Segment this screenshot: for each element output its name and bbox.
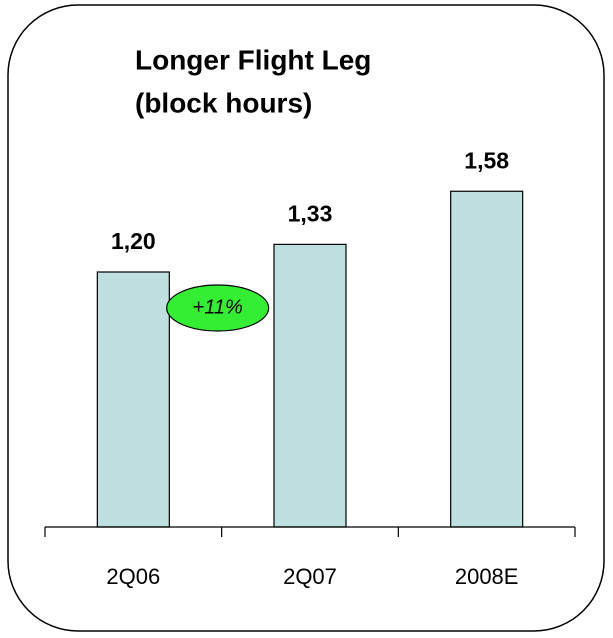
chart-title: (block hours) bbox=[135, 87, 312, 118]
bar bbox=[273, 243, 347, 528]
value-label: 1,58 bbox=[464, 147, 509, 173]
x-tick-label: 2Q06 bbox=[106, 564, 160, 589]
value-label: 1,33 bbox=[288, 200, 333, 226]
value-label: 1,20 bbox=[111, 228, 156, 254]
annotation-bubble bbox=[166, 284, 270, 332]
chart-title: Longer Flight Leg bbox=[135, 44, 371, 75]
annotation: +11% bbox=[193, 296, 243, 318]
bar bbox=[96, 271, 170, 528]
x-tick-label: 2Q07 bbox=[283, 564, 337, 589]
x-tick-label: 2008E bbox=[455, 564, 519, 589]
bar bbox=[450, 190, 524, 528]
